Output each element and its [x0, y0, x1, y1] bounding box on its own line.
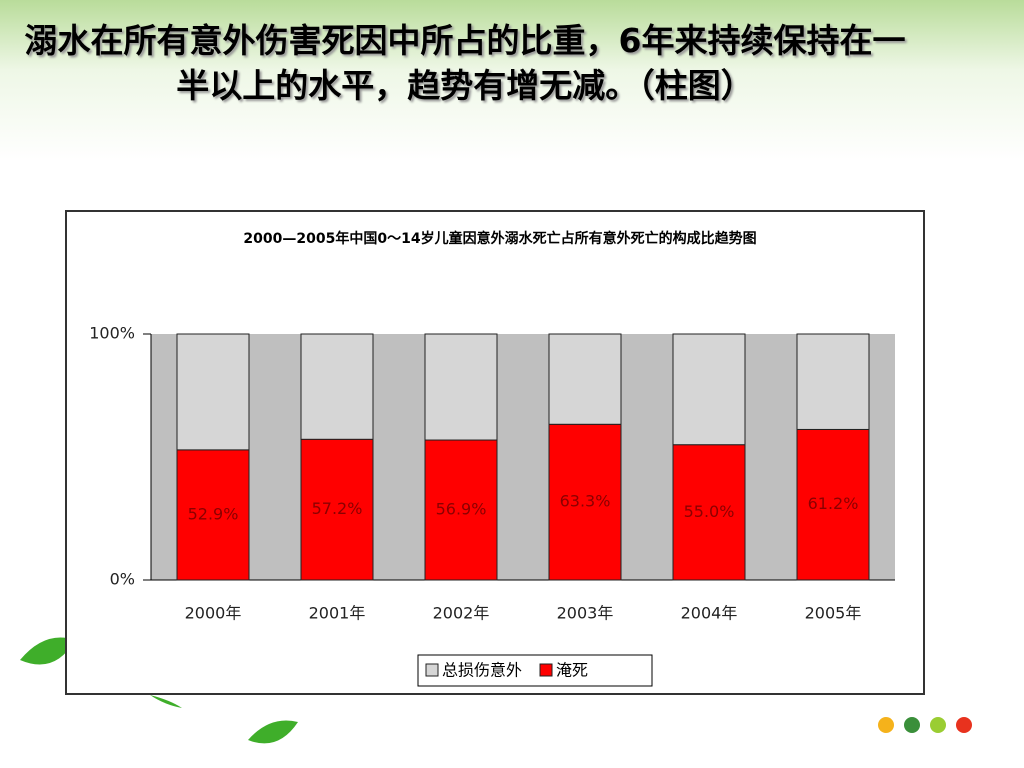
value-label: 52.9% [188, 504, 239, 523]
slide-title: 溺水在所有意外伤害死因中所占的比重，6年来持续保持在一半以上的水平，趋势有增无减… [24, 21, 906, 105]
bar-segment [300, 333, 374, 440]
y-tick-label: 100% [89, 324, 135, 343]
x-tick-label: 2004年 [681, 604, 738, 623]
legend-label: 总损伤意外 [442, 661, 522, 680]
x-tick-label: 2001年 [309, 604, 366, 623]
dot [930, 717, 946, 733]
value-label: 57.2% [312, 499, 363, 518]
legend-swatch [425, 663, 439, 677]
bar-segment [176, 449, 250, 581]
dot [956, 717, 972, 733]
bar-segment [672, 333, 746, 446]
dot [904, 717, 920, 733]
y-tick-label: 0% [110, 570, 135, 589]
bar-segment [796, 333, 870, 430]
bar-segment [796, 428, 870, 581]
chart-title: 2000—2005年中国0～14岁儿童因意外溺水死亡占所有意外死亡的构成比趋势图 [243, 231, 757, 247]
dot [878, 717, 894, 733]
legend-label: 淹死 [556, 661, 588, 680]
legend-box [417, 654, 653, 687]
x-tick-label: 2005年 [805, 604, 862, 623]
x-tick-label: 2000年 [185, 604, 242, 623]
leaf [20, 637, 75, 665]
value-label: 61.2% [808, 494, 859, 513]
leaf [248, 720, 298, 744]
value-label: 63.3% [560, 492, 611, 511]
bar-segment [424, 333, 498, 441]
plot-area [151, 334, 895, 580]
bar-segment [176, 333, 250, 451]
bar-segment [548, 333, 622, 425]
value-label: 55.0% [684, 502, 735, 521]
x-tick-label: 2002年 [433, 604, 490, 623]
leaf [150, 695, 182, 708]
value-label: 56.9% [436, 500, 487, 519]
x-tick-label: 2003年 [557, 604, 614, 623]
legend-swatch [539, 663, 553, 677]
